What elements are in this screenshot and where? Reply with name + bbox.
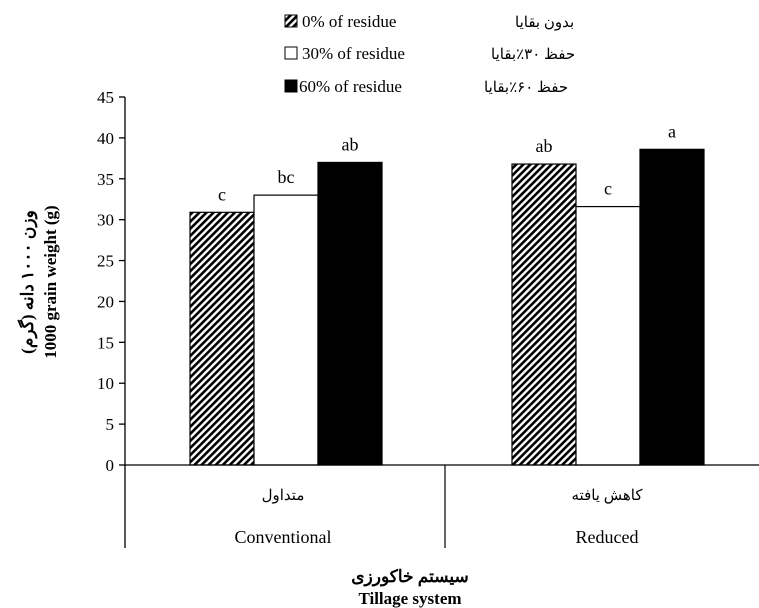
x-axis-title-en: Tillage system (358, 589, 461, 608)
y-tick-label: 40 (97, 129, 114, 148)
legend-item-2: 60% of residue حفظ ۶۰٪بقایا (284, 77, 568, 96)
y-axis-title-en: 1000 grain weight (g) (41, 205, 60, 358)
y-tick-label: 15 (97, 333, 114, 352)
y-tick-label: 10 (97, 374, 114, 393)
bar (511, 163, 577, 466)
x-axis-title-fa: سیستم خاکورزی (351, 567, 469, 587)
y-tick-label: 5 (106, 415, 115, 434)
legend-label-1-en: 30% of residue (302, 44, 405, 63)
category-label-0-fa: متداول (262, 488, 305, 504)
y-axis: 0 5 10 15 20 25 30 35 40 45 (97, 88, 126, 548)
category-label-1-fa: کاهش یافته (572, 488, 644, 504)
bars: c bc ab ab c a (189, 121, 705, 466)
legend-swatch-2 (284, 79, 298, 93)
legend-item-0: 0% of residue بدون بقایا (284, 12, 574, 31)
bar (189, 211, 255, 466)
bar-significance-label: bc (278, 167, 295, 187)
bar-significance-label: c (218, 184, 226, 204)
bar (639, 148, 705, 466)
legend: 0% of residue بدون بقایا 30% of residue … (284, 12, 575, 96)
legend-swatch-1 (284, 46, 298, 60)
bar (575, 205, 641, 466)
y-axis-title-fa: وزن ۱۰۰۰ دانه (گرم) (17, 210, 38, 354)
category-label-1-en: Reduced (576, 527, 639, 547)
category-label-0-en: Conventional (235, 527, 332, 547)
bar-significance-label: c (604, 179, 612, 199)
bar-significance-label: ab (536, 136, 553, 156)
bar (253, 194, 319, 466)
y-tick-label: 45 (97, 88, 114, 107)
legend-swatch-0 (284, 14, 298, 28)
legend-label-1-fa: حفظ ۳۰٪بقایا (491, 47, 575, 63)
x-axis (125, 464, 759, 548)
y-tick-label: 30 (97, 211, 114, 230)
legend-label-0-fa: بدون بقایا (515, 15, 574, 31)
y-tick-label: 35 (97, 170, 114, 189)
bar-significance-label: a (668, 121, 676, 141)
bar-significance-label: ab (342, 134, 359, 154)
bar (317, 161, 383, 466)
y-tick-label: 20 (97, 292, 114, 311)
legend-item-1: 30% of residue حفظ ۳۰٪بقایا (284, 44, 575, 63)
y-tick-label: 25 (97, 252, 114, 271)
legend-label-2-en: 60% of residue (299, 77, 402, 96)
y-tick-label: 0 (106, 456, 115, 475)
legend-label-2-fa: حفظ ۶۰٪بقایا (484, 80, 568, 96)
legend-label-0-en: 0% of residue (302, 12, 396, 31)
